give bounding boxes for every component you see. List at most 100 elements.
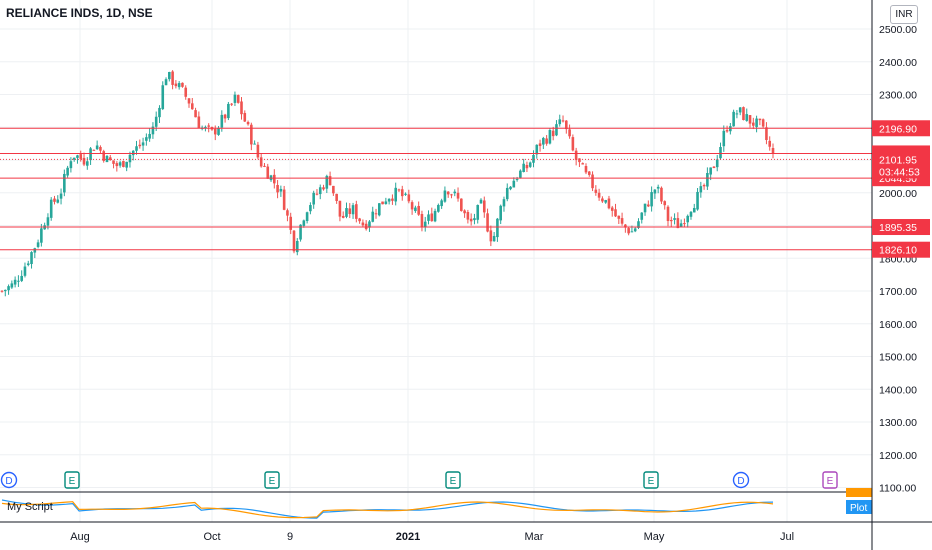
earnings-marker-label: E: [450, 476, 457, 487]
candle-body: [345, 208, 348, 217]
candle-body: [669, 219, 673, 222]
candle-body: [49, 199, 53, 218]
price-tick-label: 1600.00: [879, 319, 917, 331]
candle-body: [99, 146, 102, 151]
candle-body: [223, 114, 227, 119]
candle-body: [240, 101, 243, 115]
candle-body: [315, 193, 319, 195]
candle-body: [335, 193, 338, 201]
candle-body: [558, 119, 562, 125]
candle-body: [36, 242, 40, 247]
grid-lines: [0, 0, 872, 522]
candle-body: [643, 203, 647, 213]
candle-body: [453, 191, 457, 194]
candle-body: [676, 218, 680, 229]
candle-body: [338, 200, 342, 217]
candle-body: [263, 165, 266, 167]
candle-body: [519, 170, 522, 178]
candle-body: [715, 159, 719, 168]
candle-body: [414, 207, 417, 212]
candle-body: [440, 200, 443, 207]
candle-body: [446, 191, 450, 195]
candle-body: [115, 163, 119, 167]
candle-body: [332, 185, 335, 194]
candle-body: [578, 158, 581, 163]
candle-body: [66, 167, 69, 176]
candle-body: [479, 199, 483, 204]
price-axis-bg: [872, 0, 932, 550]
candle-body: [433, 210, 437, 222]
candle-body: [122, 161, 125, 167]
candle-body: [758, 118, 762, 121]
level-tag-label: 1895.35: [879, 222, 917, 234]
candle-body: [309, 205, 312, 212]
candle-body: [528, 162, 532, 167]
candle-body: [535, 144, 539, 155]
candle-body: [525, 165, 529, 169]
candle-body: [683, 223, 686, 225]
time-tick-label: Mar: [525, 531, 544, 543]
candle-body: [217, 127, 220, 135]
candle-body: [154, 116, 158, 127]
candle-body: [381, 201, 384, 205]
candle-body: [302, 220, 306, 226]
candle-body: [545, 138, 548, 144]
candle-body: [587, 171, 591, 175]
candle-body: [397, 189, 401, 191]
candle-body: [299, 224, 302, 240]
candle-body: [253, 143, 256, 145]
candle-body: [404, 193, 407, 195]
candle-body: [568, 129, 571, 137]
currency-button[interactable]: INR: [890, 5, 918, 24]
candle-body: [597, 192, 601, 198]
candle-body: [26, 263, 30, 265]
price-tick-label: 1400.00: [879, 384, 917, 396]
candle-body: [473, 218, 476, 221]
candle-body: [40, 228, 43, 243]
candle-body: [286, 210, 289, 216]
horizontal-levels: [0, 127, 872, 251]
level-tag: [872, 241, 930, 258]
candle-body: [7, 286, 10, 291]
candle-body: [660, 187, 663, 202]
last-price-label: 2101.95: [879, 154, 917, 166]
plot-tag-orange: [846, 488, 872, 497]
candle-body: [273, 174, 276, 184]
candle-body: [476, 205, 480, 220]
candle-body: [384, 201, 388, 205]
candle-body: [174, 83, 178, 87]
time-tick-label: 2021: [396, 531, 420, 543]
candle-body: [46, 217, 50, 226]
price-tick-label: 1300.00: [879, 417, 917, 429]
candle-body: [542, 137, 545, 145]
candle-body: [220, 114, 224, 128]
indicator-pane: Plot0.00: [0, 488, 932, 519]
candle-body: [59, 193, 63, 199]
indicator-name[interactable]: My Script: [7, 501, 53, 513]
candle-body: [407, 194, 411, 202]
candle-body: [371, 211, 375, 222]
candle-body: [292, 230, 296, 252]
candle-body: [604, 200, 607, 203]
candle-body: [368, 221, 371, 228]
candle-body: [437, 204, 440, 212]
candle-body: [423, 221, 427, 228]
candle-body: [95, 145, 99, 150]
candle-body: [246, 122, 250, 125]
candle-body: [118, 162, 122, 166]
plot-tag-blue: [846, 500, 872, 514]
candle-body: [69, 161, 73, 169]
candle-body: [207, 125, 210, 127]
candle-body: [341, 215, 345, 218]
chart-title: RELIANCE INDS, 1D, NSE: [6, 6, 153, 20]
candle-body: [735, 113, 739, 115]
candle-body: [10, 283, 14, 288]
candle-body: [460, 198, 463, 211]
candle-body: [148, 133, 151, 139]
candle-body: [355, 204, 358, 219]
candle-body: [400, 189, 404, 197]
earnings-marker: [822, 471, 838, 489]
level-tag-label: 1826.10: [879, 245, 917, 257]
